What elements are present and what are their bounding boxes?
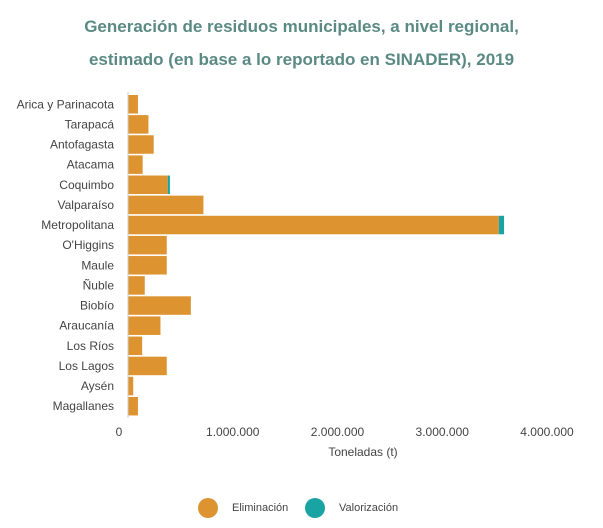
chart-title-line1: Generación de residuos municipales, a ni… xyxy=(84,17,519,36)
legend-label-valorizacion: Valorización xyxy=(339,502,399,514)
x-axis-ticks: 0 1.000.000 2.000.000 3.000.000 4.000.000 xyxy=(116,425,574,439)
category-label-araucania: Araucanía xyxy=(59,319,114,333)
category-label-metropolitana: Metropolitana xyxy=(41,218,114,232)
bar-los-rios-eliminacion[interactable] xyxy=(128,336,143,356)
bar-atacama-eliminacion[interactable] xyxy=(128,155,143,174)
bar-biobio-eliminacion[interactable] xyxy=(128,296,191,315)
bar-antofagasta-eliminacion[interactable] xyxy=(128,135,154,154)
bar-nuble-eliminacion[interactable] xyxy=(128,276,145,295)
category-label-maule: Maule xyxy=(81,258,114,272)
category-label-arica-y-parinacota: Arica y Parinacota xyxy=(17,97,115,111)
legend-label-eliminacion: Eliminación xyxy=(232,502,289,514)
bar-coquimbo-valorizacion[interactable] xyxy=(167,175,170,195)
category-label-los-rios: Los Ríos xyxy=(67,339,114,353)
category-label-biobio: Biobío xyxy=(80,299,114,313)
bar-aysen-eliminacion[interactable] xyxy=(128,376,134,396)
category-label-nuble: Ñuble xyxy=(83,278,115,292)
bars xyxy=(128,95,505,416)
x-axis-title: Toneladas (t) xyxy=(328,445,397,459)
bar-araucania-eliminacion[interactable] xyxy=(128,316,161,335)
bar-magallanes-eliminacion[interactable] xyxy=(128,396,138,416)
bar-metropolitana-eliminacion[interactable] xyxy=(128,215,499,235)
category-label-magallanes: Magallanes xyxy=(53,399,114,413)
bar-valparaiso-eliminacion[interactable] xyxy=(128,195,204,215)
category-label-valparaiso: Valparaíso xyxy=(58,198,115,212)
bar-los-lagos-eliminacion[interactable] xyxy=(128,356,167,376)
x-tick-label-2: 2.000.000 xyxy=(311,425,365,439)
category-label-los-lagos: Los Lagos xyxy=(59,359,114,373)
x-tick-label-4: 4.000.000 xyxy=(520,425,574,439)
x-tick-label-3: 3.000.000 xyxy=(416,425,470,439)
bar-metropolitana-valorizacion[interactable] xyxy=(498,215,505,235)
category-label-atacama: Atacama xyxy=(67,158,115,172)
legend: Eliminación Valorización xyxy=(0,498,603,524)
x-tick-label-0: 0 xyxy=(116,425,123,439)
bar-arica-y-parinacota-eliminacion[interactable] xyxy=(128,95,138,114)
bar-tarapaca-eliminacion[interactable] xyxy=(128,115,149,134)
bar-o-higgins-eliminacion[interactable] xyxy=(128,235,167,255)
legend-item-valorizacion[interactable]: Valorización xyxy=(305,498,398,518)
legend-swatch-eliminacion xyxy=(198,498,218,518)
legend-item-eliminacion[interactable]: Eliminación xyxy=(198,498,288,518)
category-label-antofagasta: Antofagasta xyxy=(50,138,114,152)
bar-maule-eliminacion[interactable] xyxy=(128,256,167,275)
x-tick-label-1: 1.000.000 xyxy=(206,425,260,439)
category-label-o-higgins: O'Higgins xyxy=(62,238,114,252)
category-label-aysen: Aysén xyxy=(81,379,114,393)
bar-coquimbo-eliminacion[interactable] xyxy=(128,175,168,195)
category-label-coquimbo: Coquimbo xyxy=(59,178,114,192)
category-labels: Arica y Parinacota Tarapacá Antofagasta Ata… xyxy=(17,97,115,413)
category-label-tarapaca: Tarapacá xyxy=(65,117,115,131)
legend-swatch-valorizacion xyxy=(305,498,325,518)
chart-title-line2: estimado (en base a lo reportado en SINA… xyxy=(88,50,515,69)
